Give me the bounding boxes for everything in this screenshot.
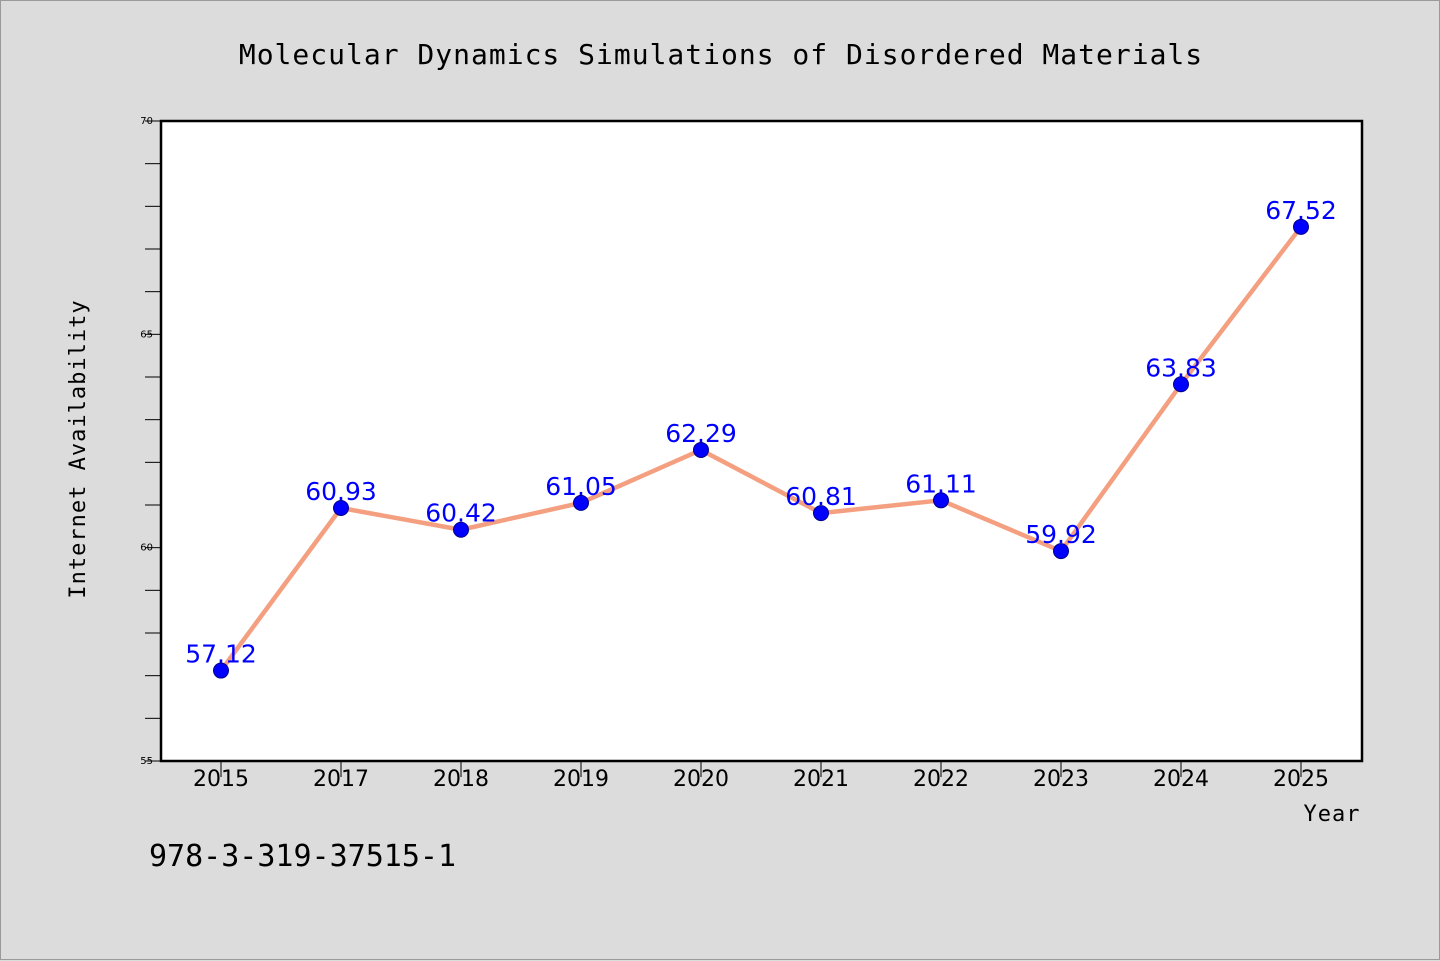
y-axis-label: Internet Availability bbox=[66, 299, 91, 598]
data-label: 62.29 bbox=[665, 419, 737, 448]
footer-isbn: 978-3-319-37515-1 bbox=[149, 839, 456, 874]
data-label: 67.52 bbox=[1265, 196, 1337, 225]
plot-frame bbox=[159, 119, 1364, 763]
x-tick-label: 2019 bbox=[553, 767, 609, 792]
y-tick-label: 65 bbox=[140, 329, 153, 340]
y-tick-label: 55 bbox=[140, 756, 153, 767]
x-tick-label: 2024 bbox=[1153, 767, 1209, 792]
x-tick-label: 2021 bbox=[793, 767, 849, 792]
x-axis-label: Year bbox=[1304, 802, 1361, 827]
axis-ticks: 55 60 65 70 2015 2017 2018 2019 2020 2021 2022 2023… bbox=[140, 116, 1329, 792]
data-label: 59.92 bbox=[1025, 520, 1097, 549]
data-point bbox=[1053, 543, 1069, 560]
x-tick-label: 2022 bbox=[913, 767, 969, 792]
data-label: 61.11 bbox=[905, 469, 977, 498]
chart-title: Molecular Dynamics Simulations of Disord… bbox=[239, 38, 1203, 71]
y-tick-label: 70 bbox=[140, 116, 153, 127]
x-tick-label: 2025 bbox=[1273, 767, 1329, 792]
y-tick-label: 60 bbox=[140, 543, 153, 554]
data-point bbox=[213, 662, 229, 679]
data-point bbox=[693, 441, 709, 458]
data-label: 60.81 bbox=[785, 482, 857, 511]
data-label: 61.05 bbox=[545, 472, 617, 501]
series-line-layer bbox=[218, 224, 1304, 673]
x-tick-label: 2020 bbox=[673, 767, 729, 792]
x-tick-label: 2017 bbox=[313, 767, 369, 792]
series-markers bbox=[213, 218, 1309, 679]
x-tick-label: 2015 bbox=[193, 767, 249, 792]
data-point bbox=[453, 521, 469, 538]
x-tick-label: 2018 bbox=[433, 767, 489, 792]
x-tick-label: 2023 bbox=[1033, 767, 1089, 792]
data-label: 60.42 bbox=[425, 499, 497, 528]
data-label: 63.83 bbox=[1145, 353, 1217, 382]
data-point bbox=[813, 505, 829, 522]
data-label: 57.12 bbox=[185, 640, 257, 669]
data-point bbox=[1293, 218, 1309, 235]
data-point bbox=[933, 492, 949, 509]
data-point bbox=[573, 494, 589, 511]
data-label: 60.93 bbox=[305, 477, 377, 506]
data-point bbox=[1173, 376, 1189, 393]
series-line bbox=[218, 224, 1304, 673]
plot-area bbox=[161, 121, 1362, 761]
data-labels: 57.12 60.93 60.42 61.05 62.29 60.81 61.11 59.92… bbox=[185, 196, 1337, 669]
data-point bbox=[333, 499, 349, 516]
